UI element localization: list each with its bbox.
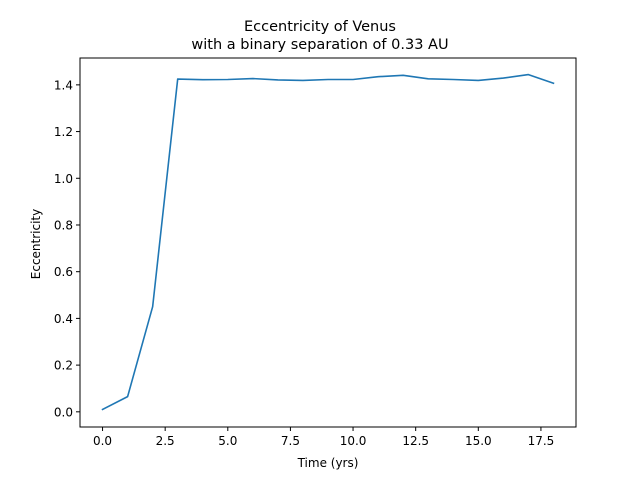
y-tick-label: 0.0 [54,405,73,419]
y-tick-label: 1.0 [54,172,73,186]
x-tick-label: 17.5 [528,434,555,448]
chart-title-line-1: Eccentricity of Venus [244,19,396,35]
x-tick-label: 0.0 [93,434,112,448]
y-tick-label: 0.8 [54,218,73,232]
x-axis-label: Time (yrs) [297,456,359,470]
x-tick-label: 12.5 [402,434,429,448]
y-axis-label: Eccentricity [29,209,43,279]
x-tick-label: 7.5 [281,434,300,448]
x-tick-label: 15.0 [465,434,492,448]
y-tick-label: 0.2 [54,359,73,373]
series-line-0 [101,73,555,411]
plot-frame [79,57,577,428]
y-tick-label: 1.2 [54,125,73,139]
chart-title-line-2: with a binary separation of 0.33 AU [191,37,448,53]
x-tick-label: 10.0 [340,434,367,448]
y-tick-label: 1.4 [54,78,73,92]
y-tick-label: 0.6 [54,265,73,279]
y-tick-label: 0.4 [54,312,73,326]
x-tick-label: 2.5 [156,434,175,448]
x-tick-label: 5.0 [218,434,237,448]
plot-area: 0.0 2.5 5.0 7.5 10.0 12.5 15.0 17.5 0.0 0.2 0.4 0.6… [54,57,577,448]
